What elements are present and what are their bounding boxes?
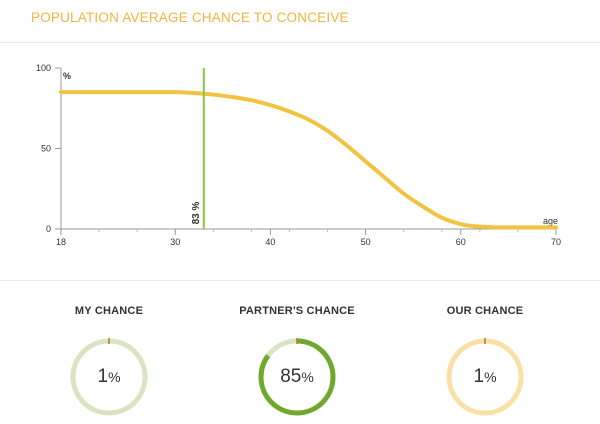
x-tick-label: 50 (361, 237, 371, 247)
my-chance-value: 1% (97, 366, 121, 387)
y-tick-label: 50 (41, 144, 51, 154)
x-tick-label: 18 (56, 237, 66, 247)
mid-divider (0, 280, 600, 281)
page-title: POPULATION AVERAGE CHANCE TO CONCEIVE (31, 10, 349, 25)
y-tick-label: 100 (36, 63, 51, 73)
series-line (59, 90, 558, 230)
y-tick-label: 0 (46, 224, 51, 234)
x-axis-label: age (543, 216, 558, 226)
partner-chance-value: 85% (280, 366, 314, 387)
our-chance-label: OUR CHANCE (446, 305, 524, 317)
partner-chance-ring: 85% (256, 336, 338, 418)
top-divider (0, 42, 600, 43)
x-tick-label: 30 (170, 237, 180, 247)
y-axis-label: % (63, 71, 71, 81)
my-chance-ring: 1% (68, 336, 150, 418)
my-chance-label: MY CHANCE (74, 305, 144, 317)
our-chance-ring: 1% (444, 336, 526, 418)
x-tick-label: 70 (551, 237, 561, 247)
our-chance-value: 1% (473, 366, 497, 387)
age-marker-label: 83 % (191, 201, 202, 224)
partner-chance-label: PARTNER'S CHANCE (239, 305, 355, 317)
chance-chart: 18 30 40 50 60 70 0 50 100% age 83 % (36, 63, 561, 247)
x-tick-label: 60 (456, 237, 466, 247)
x-tick-label: 40 (265, 237, 275, 247)
